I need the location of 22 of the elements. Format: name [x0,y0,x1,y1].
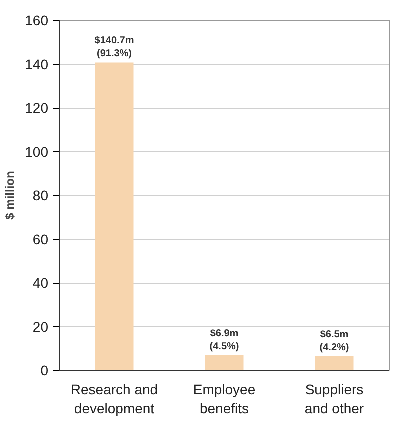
annotation: (91.3%) [96,48,132,60]
y-tick-label: 0 [40,362,49,378]
x-tick-label: Employee benefits [193,382,256,417]
bar [205,355,244,370]
y-tick-label: 60 [32,231,49,248]
y-tick-label: 20 [32,318,49,335]
y-tick-label: 140 [25,56,49,72]
bar [95,62,134,370]
data-label: $140.7m [94,36,134,47]
data-label: $6.9m [210,328,239,340]
x-tick-label: Suppliers and other [304,382,364,417]
y-tick-label: 80 [32,188,49,204]
annotation: (4.5%) [210,341,240,352]
data-label: $6.5m [320,329,349,340]
y-axis-title: $ million [3,171,18,220]
bar [315,356,354,370]
x-tick-label: Research and development [70,382,158,417]
y-tick-label: 160 [25,12,49,28]
y-tick-label: 40 [32,275,49,291]
y-tick-label: 120 [25,100,49,116]
y-tick-label: 100 [25,144,49,160]
annotation: (4.2%) [320,342,350,354]
